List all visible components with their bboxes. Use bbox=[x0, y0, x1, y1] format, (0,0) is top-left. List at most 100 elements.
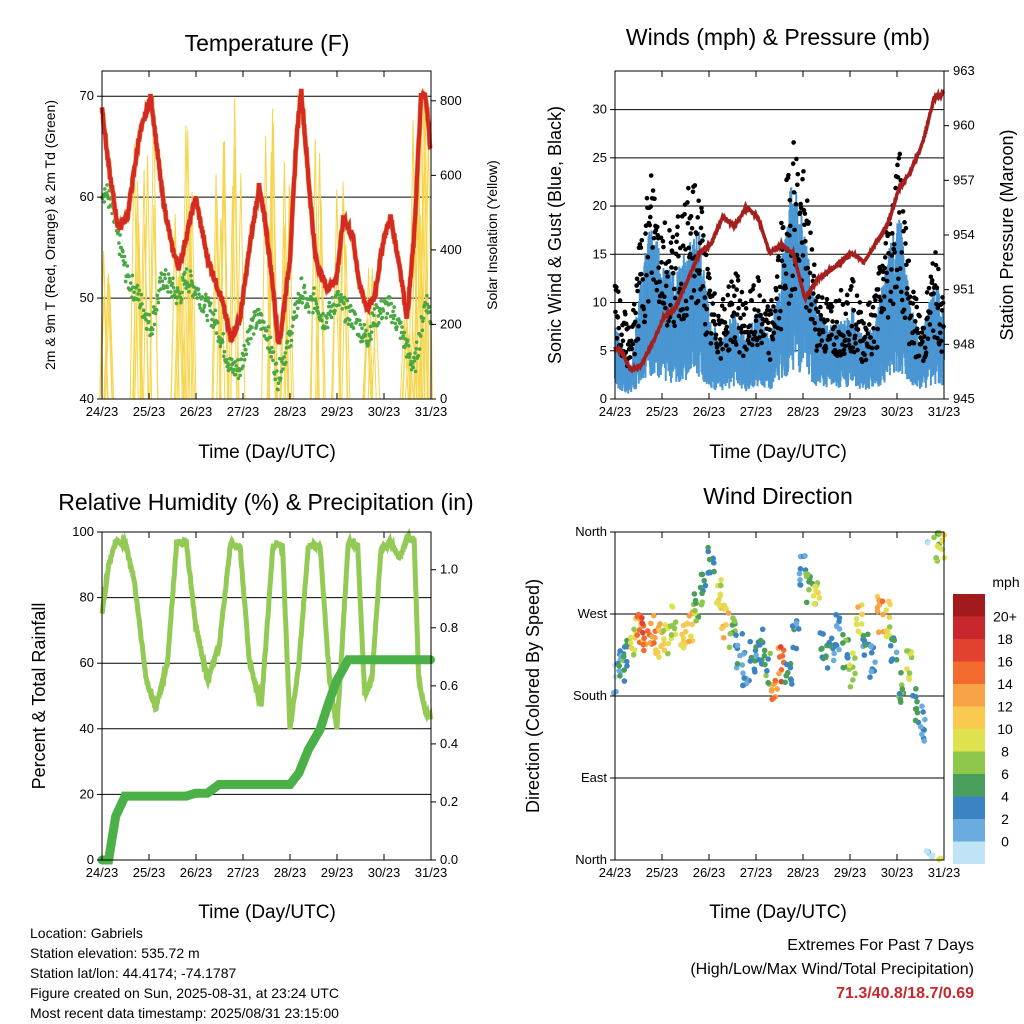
gust-point bbox=[654, 287, 660, 293]
legend-label: 16 bbox=[997, 654, 1013, 670]
dewpoint-point bbox=[327, 300, 332, 305]
direction-point bbox=[853, 621, 860, 627]
dewpoint-point bbox=[294, 314, 299, 318]
extremes-title: Extremes For Past 7 Days bbox=[787, 937, 974, 954]
legend-label: 18 bbox=[997, 631, 1013, 647]
gust-point bbox=[914, 326, 920, 332]
gust-point bbox=[676, 313, 682, 319]
gust-point bbox=[934, 301, 939, 307]
legend-swatch bbox=[953, 594, 985, 617]
gust-point bbox=[902, 315, 908, 320]
gust-point bbox=[875, 287, 881, 292]
solar-spike bbox=[418, 170, 428, 400]
dewpoint-point bbox=[147, 312, 152, 317]
gust-point bbox=[623, 321, 629, 327]
gust-point bbox=[920, 339, 925, 345]
direction-point bbox=[785, 669, 791, 676]
dewpoint-point bbox=[169, 290, 173, 294]
direction-point bbox=[867, 674, 873, 680]
dewpoint-point bbox=[184, 267, 189, 271]
direction-point bbox=[906, 676, 913, 683]
gust-point bbox=[667, 228, 672, 233]
direction-point bbox=[661, 647, 668, 654]
direction-point bbox=[824, 665, 831, 671]
dewpoint-point bbox=[303, 290, 307, 295]
gust-point bbox=[850, 279, 856, 284]
gust-point bbox=[904, 262, 909, 268]
gust-point bbox=[937, 330, 943, 336]
gust-point bbox=[767, 357, 773, 362]
direction-point bbox=[665, 640, 672, 647]
gust-point bbox=[718, 341, 724, 346]
direction-point bbox=[621, 667, 628, 673]
solar-spike bbox=[187, 191, 197, 400]
gust-point bbox=[921, 334, 927, 339]
direction-point bbox=[904, 648, 910, 654]
gust-point bbox=[863, 357, 869, 363]
gust-point bbox=[791, 190, 797, 195]
dewpoint-point bbox=[103, 187, 107, 191]
gust-point bbox=[640, 277, 646, 282]
temperature-ylabel-right: Solar Insolation (Yellow) bbox=[484, 160, 500, 310]
legend-swatch bbox=[953, 774, 985, 797]
direction-point bbox=[620, 653, 627, 660]
gust-point bbox=[808, 230, 813, 236]
gust-point bbox=[913, 296, 919, 302]
dewpoint-point bbox=[211, 312, 216, 316]
gust-point bbox=[811, 262, 817, 267]
direction-point bbox=[868, 649, 875, 656]
temperature-xlabel: Time (Day/UTC) bbox=[198, 442, 336, 463]
dewpoint-point bbox=[321, 311, 325, 316]
gust-point bbox=[812, 320, 818, 326]
x-tick-label: 28/23 bbox=[274, 865, 307, 880]
dewpoint-point bbox=[152, 322, 157, 327]
gust-point bbox=[937, 341, 942, 347]
y2-tick-label: 957 bbox=[953, 172, 975, 187]
solar-spike bbox=[170, 231, 180, 400]
dewpoint-point bbox=[391, 309, 395, 314]
dewpoint-point bbox=[222, 354, 226, 359]
gust-point bbox=[750, 286, 756, 292]
gust-point bbox=[759, 340, 764, 346]
dewpoint-point bbox=[121, 249, 125, 254]
direction-point bbox=[782, 679, 788, 686]
gust-point bbox=[716, 313, 721, 319]
gust-point bbox=[713, 336, 718, 341]
gust-point bbox=[717, 321, 722, 327]
dewpoint-point bbox=[239, 357, 244, 362]
gust-point bbox=[888, 298, 893, 304]
dewpoint-point bbox=[417, 347, 422, 351]
direction-point bbox=[624, 663, 630, 669]
gust-point bbox=[680, 243, 686, 249]
gust-point bbox=[634, 283, 639, 288]
gust-point bbox=[816, 327, 822, 333]
direction-point bbox=[613, 688, 619, 695]
elevation-text: Station elevation: 535.72 m bbox=[30, 945, 200, 961]
gust-point bbox=[731, 284, 736, 289]
solar-spike bbox=[183, 130, 193, 400]
dewpoint-point bbox=[222, 349, 227, 354]
gust-point bbox=[805, 265, 810, 271]
gust-point bbox=[906, 258, 912, 264]
dewpoint-point bbox=[105, 183, 109, 187]
dewpoint-point bbox=[203, 292, 208, 297]
direction-point bbox=[657, 621, 663, 627]
dewpoint-point bbox=[340, 306, 345, 311]
dewpoint-point bbox=[427, 304, 431, 309]
gust-point bbox=[862, 352, 867, 358]
gust-point bbox=[897, 266, 903, 271]
x-tick-label: 25/23 bbox=[133, 865, 166, 880]
direction-point bbox=[617, 673, 623, 679]
gust-point bbox=[913, 319, 918, 324]
gust-point bbox=[774, 274, 780, 279]
gust-point bbox=[776, 254, 781, 260]
dewpoint-point bbox=[368, 334, 372, 338]
gust-point bbox=[890, 301, 896, 307]
gust-point bbox=[849, 323, 855, 329]
solar-spike bbox=[216, 218, 226, 400]
gust-point bbox=[754, 313, 759, 319]
direction-point bbox=[719, 625, 725, 632]
direction-point bbox=[852, 655, 858, 661]
gust-point bbox=[741, 323, 747, 329]
dewpoint-point bbox=[255, 321, 259, 325]
